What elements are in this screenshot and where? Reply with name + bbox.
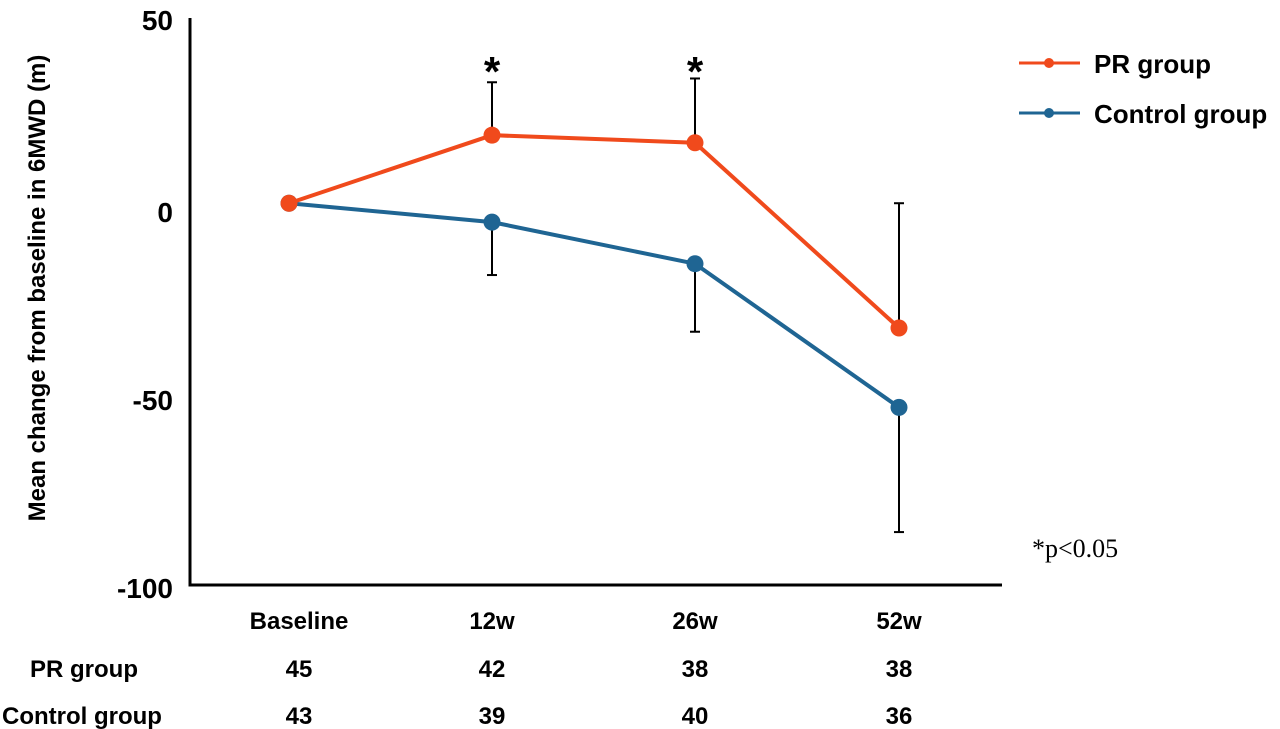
n-table-cell: 43 (286, 703, 313, 729)
data-point (483, 126, 501, 144)
data-point (686, 255, 704, 273)
n-table-cell: 36 (886, 703, 913, 729)
n-table-cell: 39 (479, 703, 506, 729)
significance-mark: * (687, 48, 704, 95)
error-bars (487, 77, 904, 534)
x-tick-label: 12w (469, 608, 515, 635)
y-tick-label: 50 (142, 5, 173, 36)
y-tick-label: -100 (117, 573, 173, 604)
data-point (483, 213, 501, 231)
n-table-cell: 38 (682, 656, 709, 683)
data-point (890, 319, 908, 337)
series-layer (280, 126, 908, 416)
y-tick-label: 0 (157, 197, 173, 228)
legend: PR group Control group (1019, 49, 1267, 129)
x-tick-label: 26w (672, 608, 718, 635)
y-axis-label: Mean change from baseline in 6MWD (m) (24, 55, 51, 522)
legend-label: PR group (1094, 49, 1211, 79)
n-table-cell: 38 (886, 656, 913, 683)
series-line (288, 133, 901, 330)
x-tick-label: 52w (876, 608, 922, 635)
data-point (280, 194, 298, 212)
n-table-cell: 45 (286, 656, 313, 683)
x-tick-label: Baseline (250, 608, 349, 635)
n-table-cell: 42 (479, 656, 506, 683)
footnote: *p<0.05 (1032, 534, 1118, 563)
legend-label: Control group (1094, 99, 1267, 129)
legend-marker-pr (1044, 58, 1054, 68)
significance-mark: * (484, 48, 501, 95)
data-point (890, 398, 908, 416)
n-table-cell: 40 (682, 703, 709, 729)
y-tick-label: -50 (133, 385, 173, 416)
series-line (288, 201, 901, 409)
n-table-row-label: PR group (30, 656, 138, 683)
legend-marker-control (1044, 108, 1054, 118)
n-table-row-label: Control group (2, 703, 162, 729)
data-point (686, 134, 704, 152)
significance-marks: * * (484, 48, 704, 95)
